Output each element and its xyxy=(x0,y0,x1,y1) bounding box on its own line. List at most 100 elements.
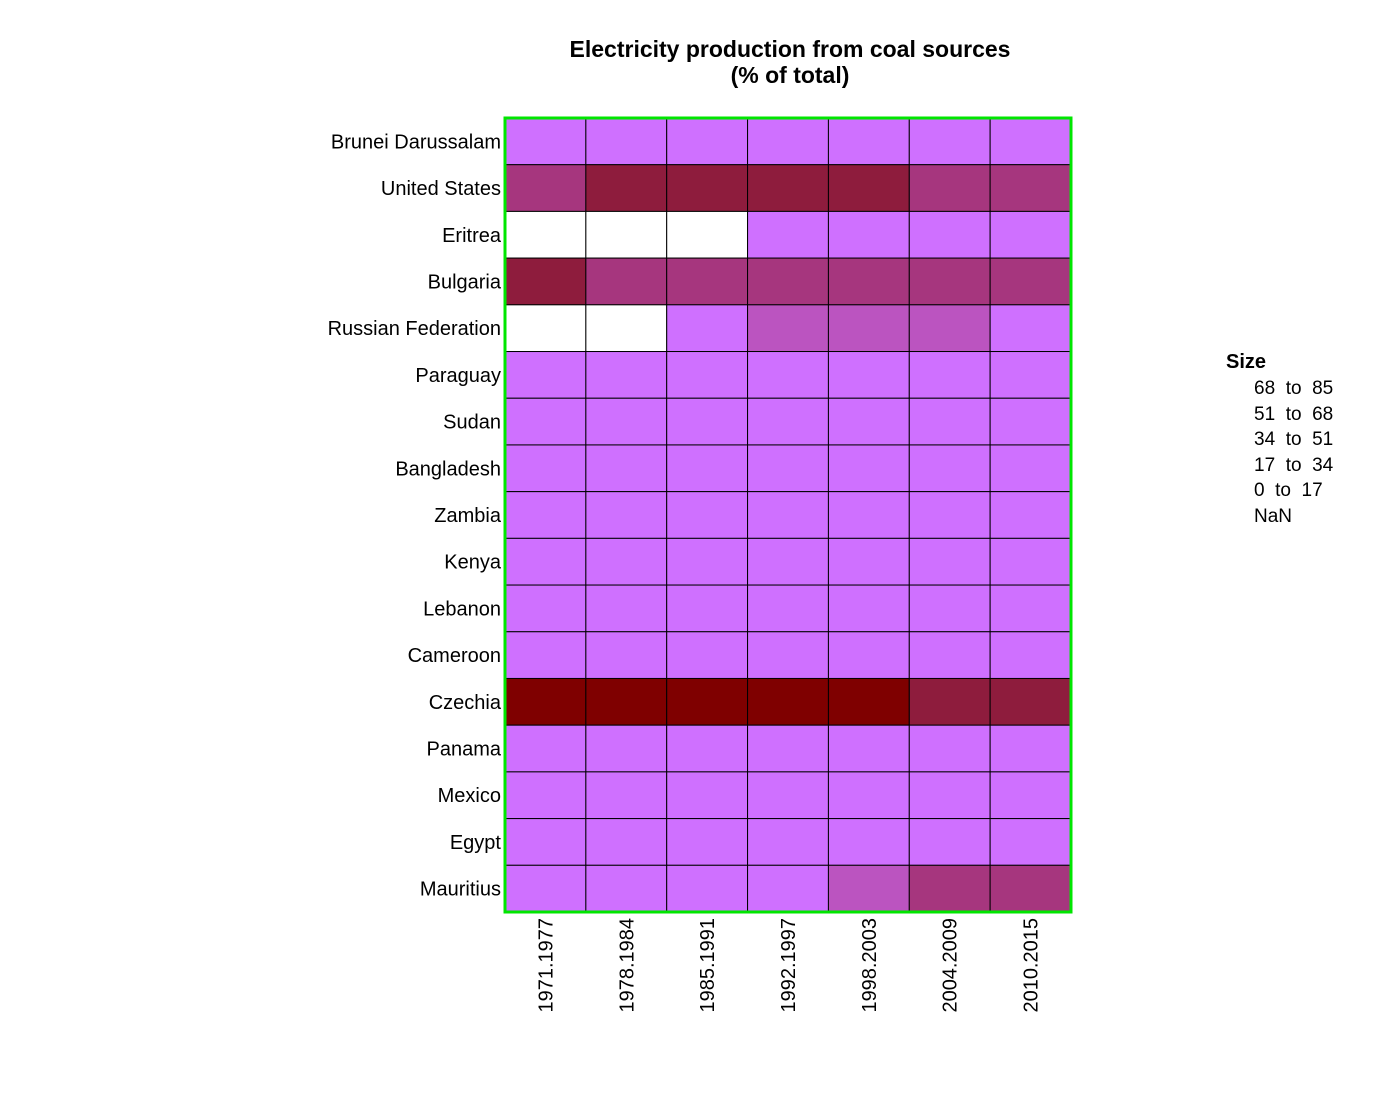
heatmap-cell xyxy=(747,164,829,212)
heatmap-cell xyxy=(827,257,910,306)
legend: Size 68 to 85 51 to 68 34 to 51 17 to 34 0 t… xyxy=(1226,351,1333,530)
heatmap-cell xyxy=(989,537,1072,586)
heatmap-cell xyxy=(585,210,668,259)
y-tick-label: Panama xyxy=(427,739,502,761)
heatmap-cell xyxy=(989,771,1072,820)
heatmap-cell xyxy=(747,117,829,166)
heatmap-cell xyxy=(827,351,910,399)
heatmap-cell xyxy=(747,864,829,913)
heatmap-cell xyxy=(666,117,749,166)
heatmap-cell xyxy=(908,864,991,913)
heatmap-cell xyxy=(989,351,1072,399)
heatmap-cell xyxy=(504,724,587,773)
y-tick-label: Russian Federation xyxy=(328,318,501,340)
heatmap-cell xyxy=(827,537,910,586)
heatmap-cell xyxy=(504,771,587,820)
heatmap-cell xyxy=(747,818,829,866)
heatmap-cell xyxy=(747,537,829,586)
x-tick-label: 2010.2015 xyxy=(1021,918,1043,1013)
heatmap-cell xyxy=(989,257,1072,306)
heatmap-cell xyxy=(747,631,829,679)
heatmap-cell xyxy=(908,444,991,493)
heatmap-cell xyxy=(585,631,668,679)
heatmap-cell xyxy=(989,117,1072,166)
heatmap-cell xyxy=(666,210,749,259)
heatmap-cell xyxy=(747,397,829,446)
heatmap-cell xyxy=(585,257,668,306)
heatmap-cell xyxy=(504,491,587,539)
y-tick-label: Mauritius xyxy=(420,879,501,901)
heatmap-cell xyxy=(908,537,991,586)
heatmap-cell xyxy=(585,584,668,633)
heatmap-cell xyxy=(585,724,668,773)
heatmap-cell xyxy=(504,351,587,399)
heatmap-cell xyxy=(989,164,1072,212)
heatmap-cell xyxy=(747,304,829,353)
heatmap-cell xyxy=(666,491,749,539)
heatmap-cell xyxy=(827,444,910,493)
heatmap-cell xyxy=(989,584,1072,633)
x-tick-label: 1971.1977 xyxy=(535,918,557,1013)
chart-title-line1: Electricity production from coal sources xyxy=(569,36,1011,62)
y-tick-label: Mexico xyxy=(438,785,501,807)
heatmap-cell xyxy=(504,864,587,913)
heatmap-cell xyxy=(666,771,749,820)
heatmap-cell xyxy=(504,257,587,306)
heatmap-cell xyxy=(666,537,749,586)
y-tick-label: Eritrea xyxy=(442,225,502,247)
y-tick-label: Czechia xyxy=(429,692,502,714)
plot-border xyxy=(503,116,1073,914)
heatmap-cell xyxy=(666,724,749,773)
heatmap-cell xyxy=(908,818,991,866)
legend-item: 68 to 85 xyxy=(1254,378,1334,399)
heatmap-cell xyxy=(504,631,587,679)
heatmap-cell xyxy=(908,210,991,259)
y-tick-label: Zambia xyxy=(434,505,502,527)
heatmap-cell xyxy=(908,117,991,166)
heatmap-cell xyxy=(504,117,587,166)
legend-item: NaN xyxy=(1254,505,1293,527)
y-tick-label: Lebanon xyxy=(423,598,501,620)
heatmap-cell xyxy=(504,537,587,586)
y-tick-label: Bangladesh xyxy=(395,458,501,480)
heatmap-cell xyxy=(908,397,991,446)
heatmap-cell xyxy=(827,677,910,726)
heatmap-cell xyxy=(747,491,829,539)
y-tick-label: Paraguay xyxy=(415,365,501,387)
heatmap-cell xyxy=(747,257,829,306)
y-tick-label: Sudan xyxy=(443,412,501,434)
y-tick-label: Cameroon xyxy=(408,645,501,667)
heatmap-cell xyxy=(989,864,1072,913)
x-tick-label: 1978.1984 xyxy=(616,918,638,1013)
heatmap-cell xyxy=(827,491,910,539)
y-tick-label: United States xyxy=(381,178,501,200)
heatmap-cell xyxy=(989,444,1072,493)
heatmap-cell xyxy=(666,351,749,399)
heatmap-cell xyxy=(908,771,991,820)
heatmap-cell xyxy=(585,164,668,212)
heatmap-cell xyxy=(747,351,829,399)
heatmap-cell xyxy=(504,444,587,493)
heatmap-cell xyxy=(585,864,668,913)
heatmap-cell xyxy=(747,210,829,259)
heatmap-cell xyxy=(666,584,749,633)
heatmap-cell xyxy=(747,584,829,633)
heatmap-cell xyxy=(827,864,910,913)
heatmap-cell xyxy=(827,771,910,820)
legend-item: 51 to 68 xyxy=(1254,403,1334,425)
chart-title: Electricity production from coal sources… xyxy=(540,36,1040,88)
heatmap-cell xyxy=(908,164,991,212)
heatmap-cell xyxy=(585,444,668,493)
heatmap-cell xyxy=(747,677,829,726)
heatmap-cell xyxy=(585,117,668,166)
legend-item: 34 to 51 xyxy=(1254,429,1334,451)
x-tick-label: 1992.1997 xyxy=(778,918,800,1013)
y-tick-label: Kenya xyxy=(444,552,502,574)
heatmap-cell xyxy=(666,164,749,212)
heatmap-cell xyxy=(504,397,587,446)
heatmap-cell xyxy=(504,210,587,259)
y-tick-label: Bulgaria xyxy=(428,271,502,293)
heatmap-cell xyxy=(908,257,991,306)
heatmap-cell xyxy=(585,537,668,586)
heatmap-cell xyxy=(666,257,749,306)
